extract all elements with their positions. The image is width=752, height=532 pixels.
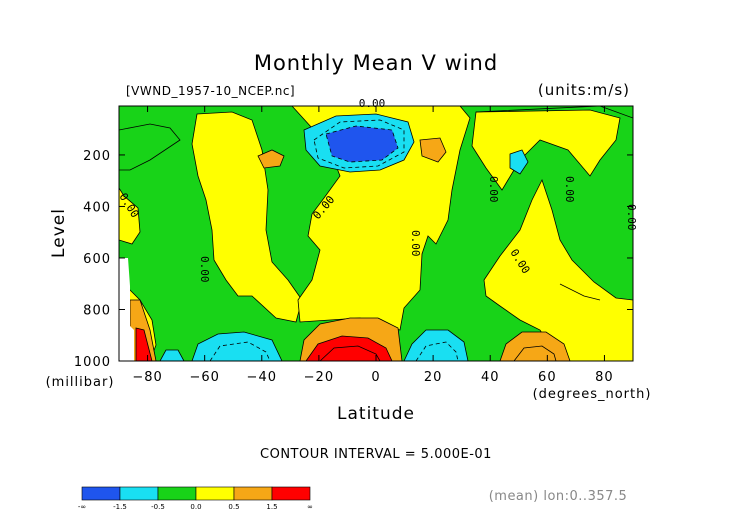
x-tick-label: −80	[132, 370, 162, 385]
y-tick-label: 800	[83, 303, 111, 318]
y-tick-label: 1000	[74, 355, 111, 370]
colorbar-label: -1.5	[113, 503, 127, 511]
y-tick-label: 400	[83, 200, 111, 215]
region-negative-surface-tropics-dash	[415, 341, 459, 361]
region-negative-bottom-left	[159, 349, 185, 361]
x-tick-label: 20	[424, 370, 443, 385]
x-tick-label: 80	[595, 370, 614, 385]
region-positive-small-orange	[257, 149, 285, 169]
region-missing-corner	[119, 258, 134, 361]
x-tick-label: 40	[481, 370, 500, 385]
colorbar-swatch	[119, 486, 159, 501]
x-tick-label: 0	[371, 370, 380, 385]
contour-label-south-mid: 0.00	[198, 256, 211, 283]
region-positive-upper-right-orange	[419, 137, 447, 163]
colorbar-label: -0.5	[151, 503, 165, 511]
contour-label-north-3: 0.00	[563, 176, 576, 203]
contour-label-north-1: 0.00	[487, 176, 500, 203]
units-label: (units:m/s)	[538, 81, 630, 99]
y-tick-label: 200	[83, 149, 111, 164]
colorbar: -∞ -1.5 -0.5 0.0 0.5 1.5 ∞	[78, 486, 313, 511]
region-negative-surface-tropics	[403, 329, 469, 361]
colorbar-label: 0.5	[228, 503, 239, 511]
contour-interval-note: CONTOUR INTERVAL = 5.000E-01	[260, 447, 492, 462]
colorbar-swatch	[81, 486, 121, 501]
colorbar-swatch	[157, 486, 197, 501]
colorbar-label: ∞	[307, 503, 313, 511]
region-negative-upper-inner	[325, 125, 399, 163]
y-tick-label: 600	[83, 252, 111, 267]
zero-contour-3	[559, 283, 601, 301]
chart-title: Monthly Mean V wind	[254, 51, 498, 75]
region-positive-surface-north-line	[513, 345, 557, 361]
region-positive-west	[119, 187, 141, 245]
region-negative-small-north	[509, 149, 529, 175]
contour-label-top: 0.00	[359, 97, 386, 110]
x-tick-label: −60	[189, 370, 219, 385]
colorbar-label: -∞	[78, 503, 86, 511]
colorbar-label: 0.0	[190, 503, 201, 511]
colorbar-swatch	[271, 486, 311, 501]
zero-contour-1	[119, 123, 181, 171]
colorbar-swatch	[195, 486, 235, 501]
y-axis-ticks: 200 400 600 800 1000	[74, 149, 633, 370]
x-axis-unit: (degrees_north)	[533, 387, 652, 402]
y-axis-unit: (millibar)	[46, 375, 115, 390]
x-axis-title: Latitude	[337, 404, 415, 424]
x-axis-ticks: −80 −60 −40 −20 0 20 40 60 80	[132, 106, 613, 385]
y-axis-title: Level	[49, 208, 69, 258]
contour-label-tropics: 0.00	[409, 230, 422, 257]
region-negative-upper-dash	[313, 119, 405, 169]
contour-field	[119, 106, 633, 361]
colorbar-label: 1.5	[266, 503, 277, 511]
footer-note: (mean) lon:0..357.5	[489, 489, 628, 504]
region-positive-far-south-red	[135, 327, 153, 361]
region-positive-top-north	[471, 109, 621, 191]
file-label: [VWND_1957-10_NCEP.nc]	[126, 84, 295, 98]
contour-label-north-4: 0.00	[625, 204, 638, 231]
region-positive-surface-red-line	[319, 345, 381, 361]
x-tick-label: −20	[304, 370, 334, 385]
colorbar-swatch	[233, 486, 273, 501]
x-tick-label: −40	[247, 370, 277, 385]
region-positive-surface-red	[305, 335, 393, 361]
x-tick-label: 60	[538, 370, 557, 385]
zero-contour-2	[475, 106, 633, 119]
region-negative-surface-south-dash	[209, 341, 271, 361]
